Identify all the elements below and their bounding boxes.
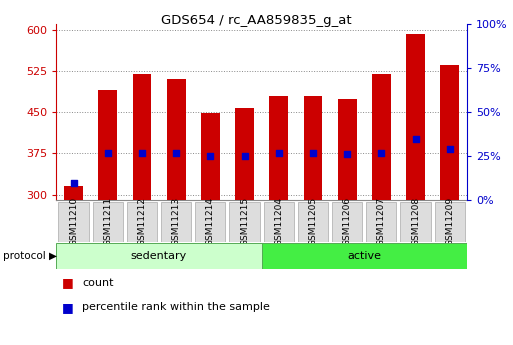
Point — [138, 150, 146, 155]
Point — [377, 150, 385, 155]
Bar — [195, 202, 225, 242]
Bar — [435, 202, 465, 242]
Point — [69, 180, 77, 185]
Bar — [93, 202, 123, 242]
Text: GSM11213: GSM11213 — [172, 197, 181, 246]
Text: GDS654 / rc_AA859835_g_at: GDS654 / rc_AA859835_g_at — [161, 14, 352, 27]
Point — [172, 150, 180, 155]
Bar — [229, 202, 260, 242]
Bar — [366, 202, 397, 242]
Bar — [264, 202, 294, 242]
Text: GSM11205: GSM11205 — [308, 197, 318, 246]
Text: GSM11207: GSM11207 — [377, 197, 386, 246]
Bar — [167, 79, 186, 200]
Text: active: active — [347, 251, 381, 261]
Point — [343, 151, 351, 157]
Bar — [372, 73, 391, 200]
Bar — [262, 243, 467, 269]
Text: GSM11204: GSM11204 — [274, 197, 283, 246]
Text: protocol ▶: protocol ▶ — [3, 251, 56, 261]
Point — [104, 150, 112, 155]
Text: GSM11206: GSM11206 — [343, 197, 351, 246]
Text: GSM11210: GSM11210 — [69, 197, 78, 246]
Point — [274, 150, 283, 155]
Bar — [161, 202, 191, 242]
Bar — [56, 243, 262, 269]
Text: GSM11212: GSM11212 — [137, 197, 146, 246]
Point — [411, 136, 420, 141]
Bar — [58, 202, 89, 242]
Point — [446, 146, 454, 152]
Bar — [332, 202, 362, 242]
Point — [241, 154, 249, 159]
Text: GSM11209: GSM11209 — [445, 197, 454, 246]
Bar — [64, 186, 83, 200]
Bar — [235, 108, 254, 200]
Bar — [201, 113, 220, 200]
Text: GSM11214: GSM11214 — [206, 197, 215, 246]
Bar — [132, 73, 151, 200]
Bar — [98, 90, 117, 200]
Bar — [269, 96, 288, 200]
Bar — [127, 202, 157, 242]
Bar — [406, 34, 425, 200]
Text: GSM11215: GSM11215 — [240, 197, 249, 246]
Point — [206, 154, 214, 159]
Bar — [298, 202, 328, 242]
Bar — [401, 202, 430, 242]
Text: ■: ■ — [62, 300, 73, 314]
Text: count: count — [82, 278, 113, 288]
Bar — [440, 66, 459, 200]
Text: ■: ■ — [62, 276, 73, 289]
Bar — [304, 96, 322, 200]
Text: GSM11208: GSM11208 — [411, 197, 420, 246]
Bar — [338, 99, 357, 200]
Point — [309, 150, 317, 155]
Text: sedentary: sedentary — [131, 251, 187, 261]
Text: GSM11211: GSM11211 — [103, 197, 112, 246]
Text: percentile rank within the sample: percentile rank within the sample — [82, 302, 270, 312]
